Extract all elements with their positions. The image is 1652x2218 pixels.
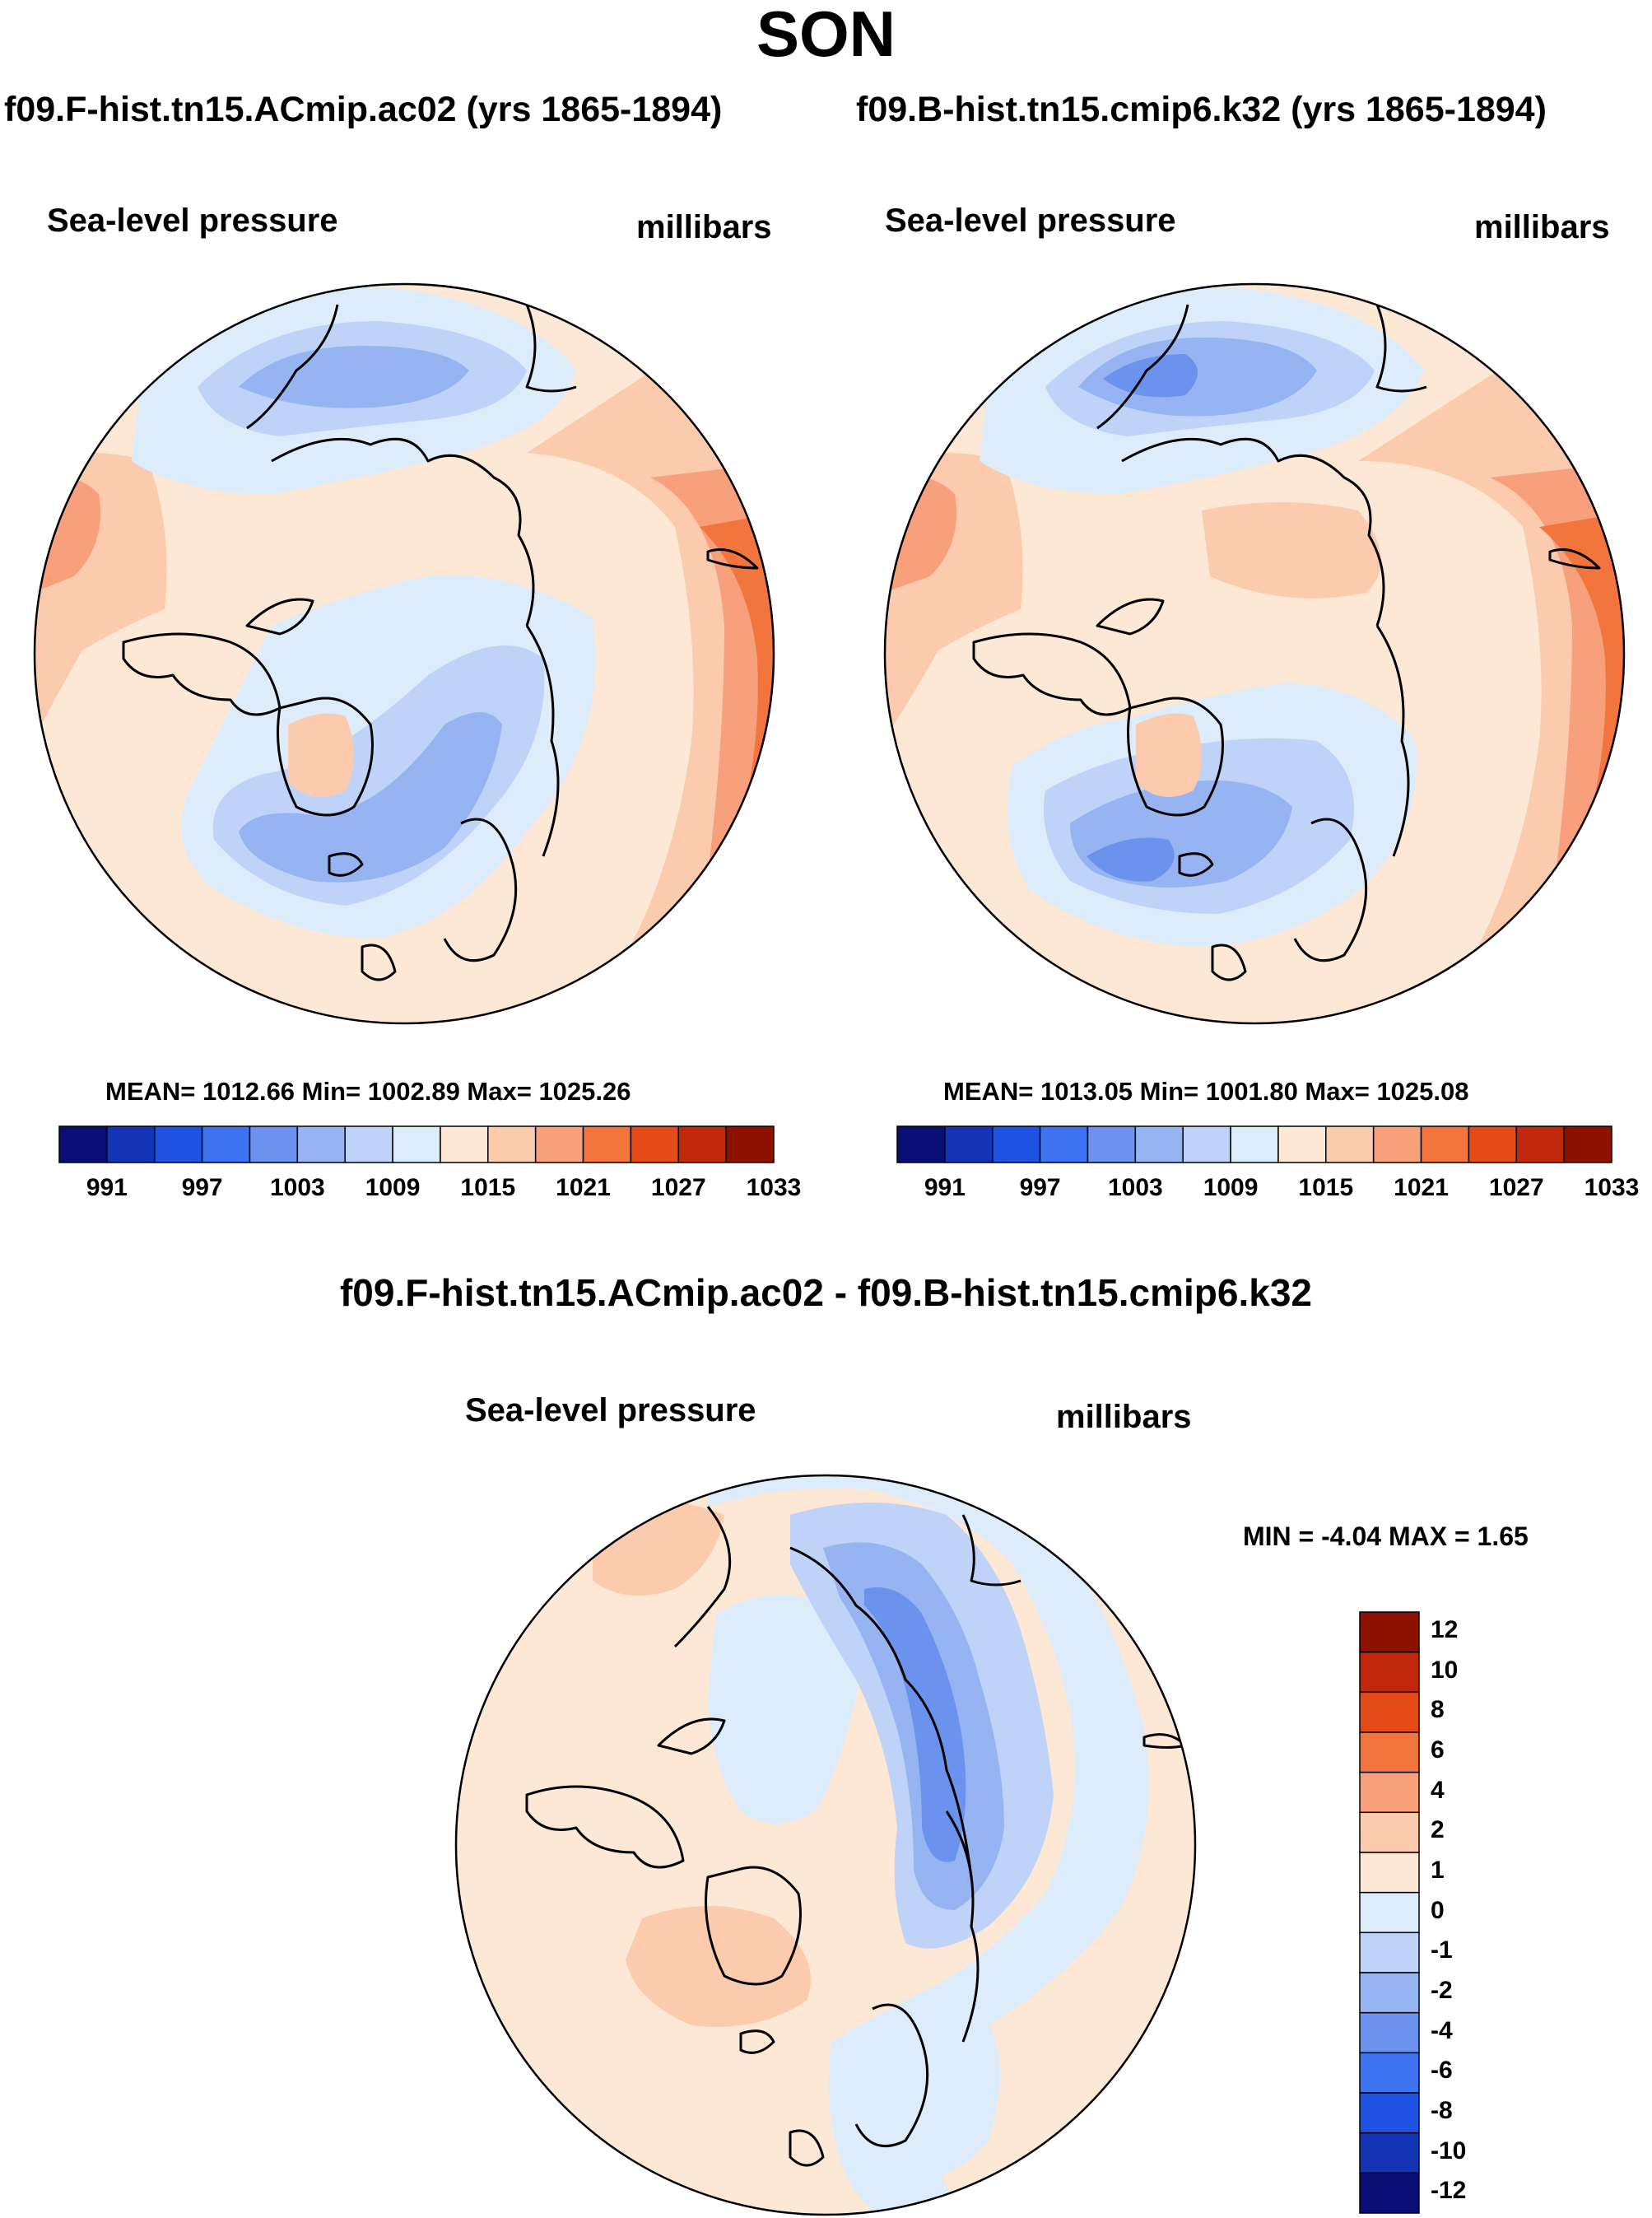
panel-2-colorbar-box [1277,1125,1327,1163]
panel-2-colorbar-tick-label: 1009 [1203,1174,1259,1201]
difference-heading: f09.F-hist.tn15.ACmip.ac02 - f09.B-hist.… [339,1271,1313,1314]
difference-colorbar-box [1359,1931,1420,1973]
panel-2-colorbar-box [1372,1125,1422,1163]
difference-colorbar-box [1359,1611,1420,1653]
difference-colorbar-box [1359,2172,1420,2214]
panel-1-colorbar-tick-label: 1003 [269,1174,325,1201]
difference-colorbar-tick-label: 0 [1431,1896,1445,1924]
difference-colorbar-box [1359,2052,1420,2094]
difference-colorbar-tick-label: -1 [1431,1936,1453,1964]
panel-1-colorbar-box [296,1125,346,1163]
panel-2-colorbar-tick-label: 1003 [1107,1174,1163,1201]
panel-1-units: millibars [636,209,772,245]
difference-colorbar-box [1359,1972,1420,2014]
season-title: SON [756,0,896,70]
difference-colorbar-box [1359,1811,1420,1853]
panel-2-colorbar-box [1087,1125,1137,1163]
difference-minmax: MIN = -4.04 MAX = 1.65 [1243,1521,1529,1551]
panel-2-colorbar-box [1563,1125,1612,1163]
panel-1-colorbar-tick-label: 1033 [746,1174,802,1201]
panel-1-colorbar-tick-label: 1009 [365,1174,421,1201]
panel-2-colorbar-tick-label: 1033 [1584,1174,1640,1201]
panel-1-colorbar-box [249,1125,299,1163]
difference-colorbar-tick-label: 4 [1431,1776,1445,1804]
panel-1-colorbar-tick-label: 1027 [650,1174,706,1201]
panel-2-units: millibars [1474,209,1610,245]
difference-colorbar-tick-label: -8 [1431,2096,1453,2124]
panel-1-colorbar-tick-label: 997 [181,1174,223,1201]
difference-units: millibars [1056,1399,1192,1435]
panel-2-colorbar-box [1182,1125,1231,1163]
difference-colorbar-box [1359,1852,1420,1894]
difference-colorbar-tick-label: 1 [1431,1856,1445,1884]
panel-1-colorbar-box [201,1125,251,1163]
panel-1-colorbar-box [58,1125,108,1163]
panel-2-colorbar-box [1230,1125,1279,1163]
panel-2-colorbar-tick-label: 1027 [1488,1174,1544,1201]
difference-colorbar-box [1359,2092,1420,2134]
difference-colorbar-box [1359,1891,1420,1934]
panel-2-colorbar-box [1134,1125,1184,1163]
difference-colorbar-box [1359,1771,1420,1814]
difference-colorbar-tick-label: 6 [1431,1736,1445,1764]
difference-colorbar-box [1359,1731,1420,1773]
difference-colorbar-box [1359,1691,1420,1733]
panel-2-colorbar-tick-label: 991 [924,1174,966,1201]
panel-1-colorbar-tick-label: 1021 [556,1174,611,1201]
panel-2-stats: MEAN= 1013.05 Min= 1001.80 Max= 1025.08 [943,1077,1469,1106]
panel-1-colorbar-box [392,1125,441,1163]
panel-2-colorbar-box [991,1125,1041,1163]
difference-variable: Sea-level pressure [465,1392,756,1428]
difference-colorbar-tick-label: 8 [1431,1696,1445,1724]
panel-2-colorbar-tick-label: 1015 [1298,1174,1354,1201]
panel-1-stats: MEAN= 1012.66 Min= 1002.89 Max= 1025.26 [105,1077,631,1106]
panel-1-colorbar-box [440,1125,489,1163]
panel-1-colorbar-box [725,1125,775,1163]
difference-colorbar-tick-label: 10 [1431,1656,1459,1684]
difference-colorbar-box [1359,1651,1420,1694]
difference-colorbar-tick-label: -6 [1431,2057,1453,2085]
difference-colorbar-tick-label: -4 [1431,2016,1453,2044]
difference-colorbar-tick-label: 12 [1431,1615,1459,1643]
difference-colorbar-box [1359,2132,1420,2174]
panel-2-colorbar-tick-label: 1021 [1394,1174,1449,1201]
panel-1-colorbar-tick-label: 991 [86,1174,128,1201]
difference-colorbar-tick-label: -12 [1431,2177,1467,2205]
difference-colorbar-tick-label: -2 [1431,1976,1453,2004]
panel-2-colorbar-box [1515,1125,1565,1163]
difference-colorbar-tick-label: 2 [1431,1816,1445,1844]
difference-colorbar-tick-label: -10 [1431,2136,1467,2164]
panel-2-colorbar-box [896,1125,946,1163]
panel-1-colorbar-tick-label: 1015 [460,1174,516,1201]
panel-2-variable: Sea-level pressure [885,203,1176,239]
panel-1-variable: Sea-level pressure [47,203,338,239]
panel-2-colorbar-box [944,1125,994,1163]
difference-colorbar-box [1359,2011,1420,2054]
panel-1-colorbar-box [677,1125,727,1163]
panel-2-colorbar-box [1420,1125,1470,1163]
panel-1-colorbar-box [153,1125,203,1163]
panel-1-heading: f09.F-hist.tn15.ACmip.ac02 (yrs 1865-189… [4,90,723,129]
panel-2-heading: f09.B-hist.tn15.cmip6.k32 (yrs 1865-1894… [856,90,1547,129]
panel-1-colorbar-box [344,1125,393,1163]
panel-2-colorbar-tick-label: 997 [1019,1174,1061,1201]
